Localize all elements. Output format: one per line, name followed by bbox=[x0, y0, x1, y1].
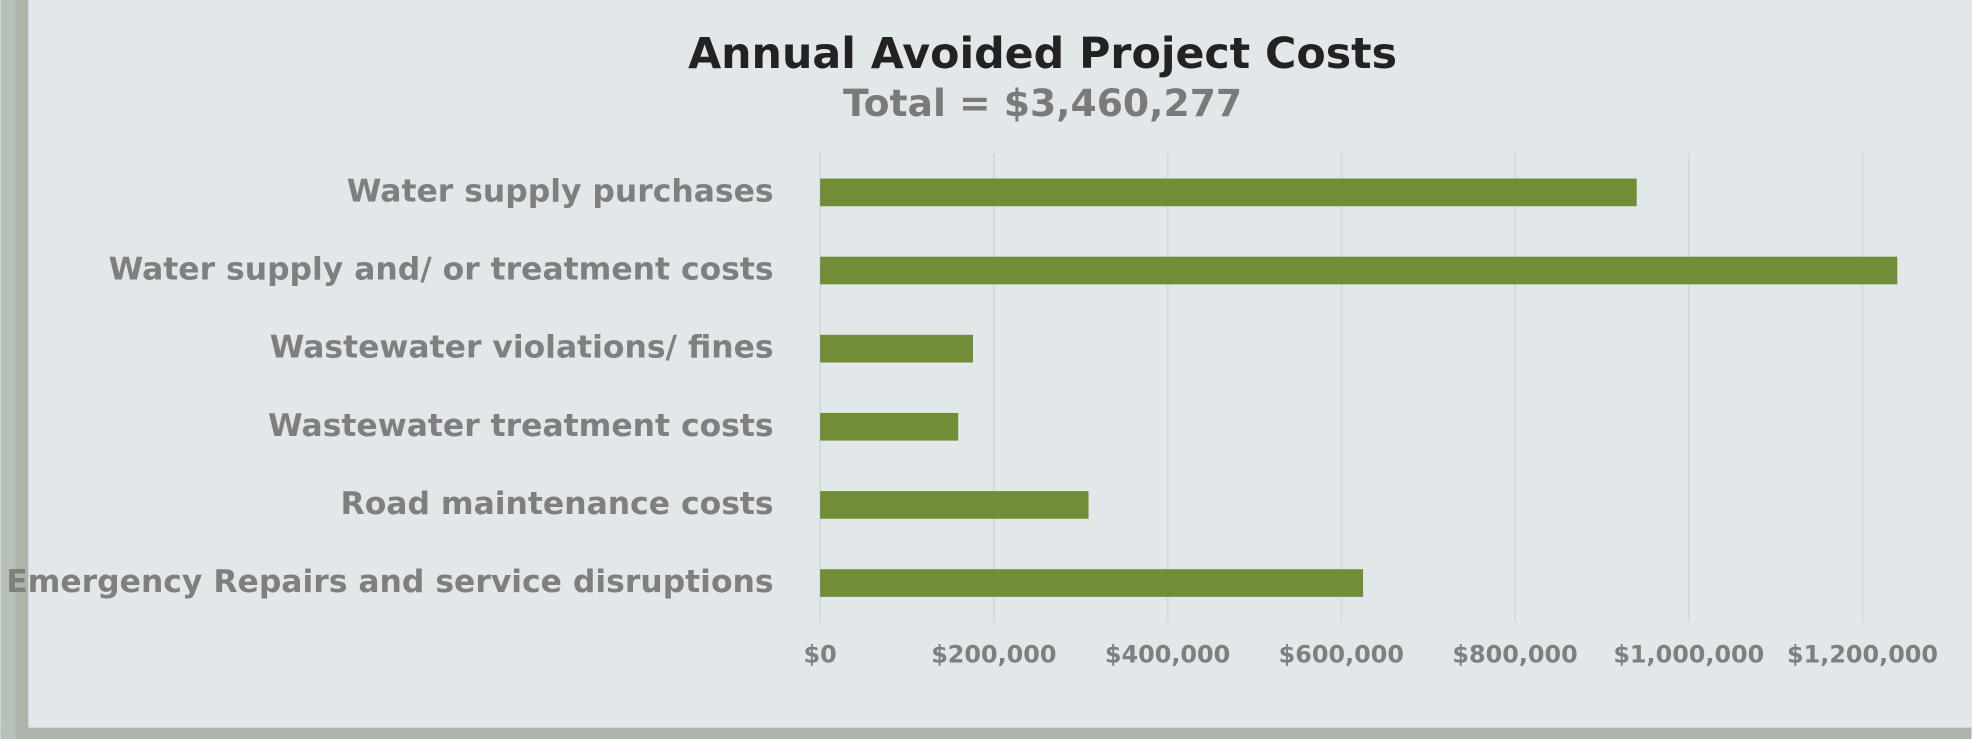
bar bbox=[820, 334, 973, 363]
x-tick-label: $400,000 bbox=[1105, 641, 1230, 669]
x-tick-label: $600,000 bbox=[1279, 641, 1404, 669]
frame-edge bbox=[0, 0, 16, 739]
x-tick-label: $1,200,000 bbox=[1787, 641, 1938, 669]
bar bbox=[820, 491, 1089, 519]
frame-bottom bbox=[0, 727, 1972, 739]
chart-title: Annual Avoided Project Costs bbox=[688, 29, 1397, 79]
y-tick-label: Road maintenance costs bbox=[341, 486, 774, 522]
x-tick-label: $0 bbox=[804, 641, 837, 669]
bar bbox=[820, 412, 959, 441]
bar bbox=[820, 256, 1898, 285]
x-tick-label: $800,000 bbox=[1452, 641, 1577, 669]
y-tick-label: Wastewater violations/ fines bbox=[270, 330, 774, 366]
bar bbox=[820, 569, 1364, 597]
chart-subtitle: Total = $3,460,277 bbox=[843, 81, 1242, 125]
x-tick-label: $200,000 bbox=[931, 641, 1056, 669]
y-tick-label: Water supply and/ or treatment costs bbox=[109, 252, 774, 288]
y-tick-label: Wastewater treatment costs bbox=[268, 408, 774, 444]
bar bbox=[820, 178, 1637, 207]
y-tick-label: Water supply purchases bbox=[347, 173, 774, 209]
x-tick-label: $1,000,000 bbox=[1613, 641, 1764, 669]
y-tick-label: Emergency Repairs and service disruption… bbox=[6, 564, 773, 600]
